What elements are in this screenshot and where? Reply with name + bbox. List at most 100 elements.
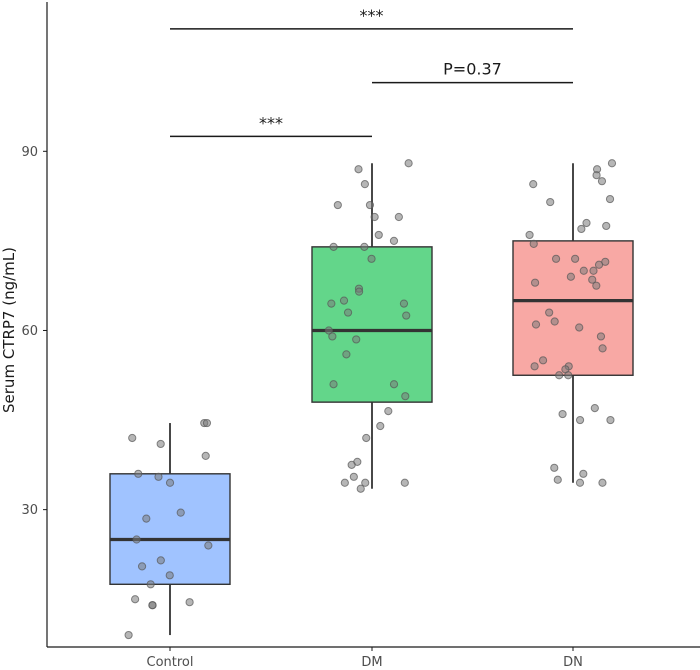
data-point-dm [349,472,358,481]
data-point-dn [564,371,573,380]
data-point-dn [588,275,597,284]
data-point-control [204,541,213,550]
box-group-dn [512,159,634,487]
data-point-dm [340,478,349,487]
significance-annotations: *** P=0.37 *** [170,6,573,138]
data-point-dn [531,320,541,329]
data-point-dn [545,308,554,317]
data-point-control [137,562,147,571]
x-axis-ticks: Control DM DN [147,647,583,670]
data-point-dn [592,281,601,290]
data-point-dn [582,218,591,228]
data-point-dm [333,200,342,210]
data-point-dn [525,230,534,240]
data-point-dn [530,362,539,371]
y-tick-label: 30 [21,503,38,518]
data-point-control [154,472,163,481]
data-point-dn [553,475,562,484]
data-point-dm [400,478,409,487]
data-point-dn [579,266,588,275]
data-point-control [148,601,157,610]
data-point-dm [352,335,361,344]
data-point-dn [571,254,580,263]
data-point-dm [367,254,376,263]
data-point-dm [342,350,351,359]
data-point-dm [361,478,370,487]
data-point-control [202,418,212,428]
y-tick-label: 90 [21,145,38,160]
data-point-dm [329,242,338,251]
data-point-dm [394,212,403,222]
data-point-control [132,535,141,544]
data-point-control [142,514,151,523]
data-point-control [156,556,165,565]
data-point-control [128,433,137,443]
data-point-dn [575,323,584,332]
data-point-dm [327,299,336,308]
data-point-dn [575,415,585,425]
data-point-dm [389,236,399,245]
significance-label: *** [360,6,384,25]
data-point-control [156,439,165,449]
significance-label: *** [259,113,283,132]
data-point-dm [360,180,369,189]
box-dn [512,240,634,376]
data-point-dm [343,308,353,317]
data-point-dn [594,260,604,269]
data-point-dm [365,200,375,210]
data-point-dn [605,194,615,204]
data-point-control [165,478,175,487]
data-point-control [185,598,194,607]
data-point-dn [558,409,567,419]
data-point-dn [530,278,540,287]
data-point-control [165,571,174,580]
data-point-dm [328,332,337,341]
data-point-dm [374,230,383,240]
box-control [109,473,231,585]
data-point-dn [598,478,607,487]
data-point-dm [360,242,369,251]
significance-label: P=0.37 [443,60,502,79]
y-axis-title: Serum CTRP7 (ng/mL) [0,247,18,413]
data-point-dn [579,469,588,478]
data-point-dm [404,159,413,168]
data-point-dn [592,171,601,180]
data-point-dm [329,380,338,389]
data-point-dn [596,332,606,341]
data-point-dn [606,415,615,425]
y-tick-label: 60 [21,324,38,339]
data-point-control [201,451,210,460]
data-point-dm [401,392,410,401]
data-point-dm [347,460,356,469]
y-axis-ticks: 30 60 90 [21,145,47,518]
data-point-dn [555,371,564,380]
x-tick-label: DM [361,655,382,670]
data-point-dn [529,239,538,248]
data-point-dn [575,478,585,487]
data-point-dm [362,433,371,443]
data-point-dn [550,317,559,326]
box-dm [311,246,433,403]
data-point-dm [354,165,363,174]
data-point-control [176,508,185,517]
data-point-control [134,469,143,478]
data-point-dm [389,380,399,389]
data-point-dm [354,287,364,296]
data-point-dn [577,224,586,234]
data-point-dm [370,212,379,222]
box-group-control [109,418,231,640]
data-point-control [124,630,133,640]
data-point-dm [376,421,385,431]
data-point-dm [356,484,365,493]
data-point-dm [339,296,349,305]
data-point-dm [324,326,333,335]
data-point-dm [384,406,393,416]
data-point-dm [402,311,411,320]
data-point-dn [597,177,607,186]
box-group-dm [311,159,433,493]
data-point-dn [607,159,617,168]
data-point-control [131,595,140,604]
x-tick-label: DN [563,655,583,670]
data-point-dm [399,299,409,308]
